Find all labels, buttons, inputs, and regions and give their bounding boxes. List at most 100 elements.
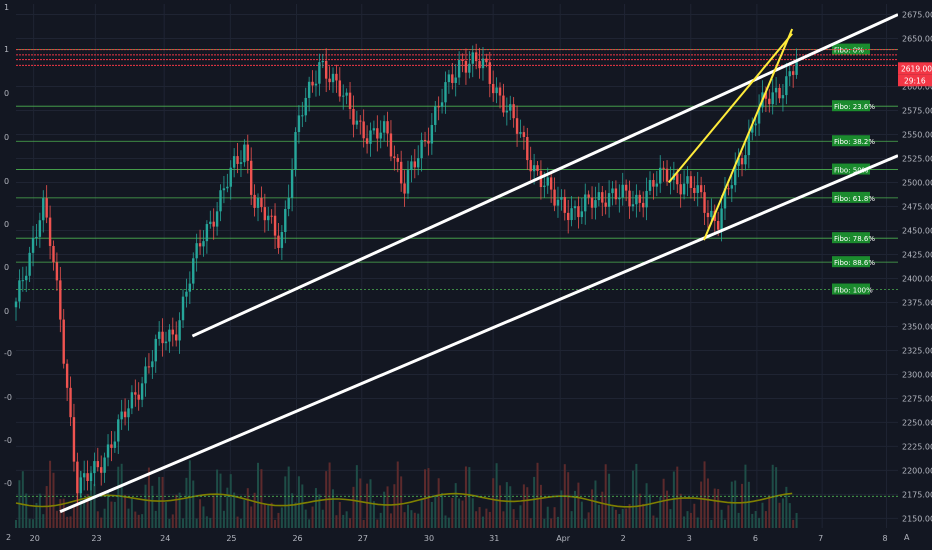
volume-bar: [178, 492, 181, 528]
volume-bar: [274, 519, 277, 528]
candle-body: [570, 208, 573, 221]
volume-bar: [21, 471, 24, 528]
volume-bar: [93, 483, 96, 528]
volume-bar: [689, 512, 692, 528]
candle-body: [478, 61, 481, 69]
volume-bar: [495, 463, 498, 528]
volume-bar: [580, 501, 583, 528]
fib-level-label: Fibo: 0%: [834, 47, 864, 55]
candle-body: [161, 331, 164, 344]
candle-body: [556, 199, 560, 206]
candle-body: [270, 215, 273, 217]
candle-body: [311, 81, 314, 86]
candle-body: [781, 95, 785, 99]
volume-bar: [35, 502, 38, 528]
left-scale-label: 0: [4, 263, 9, 272]
volume-bar: [25, 493, 28, 528]
volume-bar: [349, 518, 352, 528]
candle-body: [662, 167, 665, 169]
volume-bar: [236, 516, 239, 528]
candle-body: [614, 188, 618, 200]
candle-body: [195, 243, 198, 259]
candle-body: [72, 417, 76, 462]
volume-bar: [795, 512, 798, 528]
volume-bar: [164, 502, 167, 528]
price-axis[interactable]: 2150.00 2175.00 2200.00 2225.00 2250.00 2275.…: [898, 0, 932, 550]
time-tick-label: 26: [292, 534, 302, 543]
candle-body: [243, 144, 246, 163]
candle-body: [372, 128, 376, 131]
volume-bar: [509, 486, 512, 528]
candle-body: [42, 198, 45, 221]
volume-bar: [471, 498, 474, 528]
candle-body: [788, 71, 791, 77]
volume-bar: [137, 514, 140, 528]
price-tick-label: 2650.00: [902, 35, 932, 44]
time-axis[interactable]: 20 23 24 25 26 27 30 31 Apr 2 3 6 7 8: [0, 528, 932, 550]
volume-bar: [454, 483, 457, 528]
candle-body: [154, 338, 157, 362]
left-scale-label: 1: [4, 3, 9, 12]
candle-body: [117, 419, 120, 442]
volume-bar: [587, 512, 590, 528]
volume-bar: [304, 509, 307, 528]
candle-body: [345, 92, 348, 96]
volume-bar: [662, 478, 665, 528]
candle-body: [35, 236, 38, 239]
volume-bar: [294, 502, 297, 528]
price-tick-label: 2250.00: [902, 418, 932, 427]
volume-bar: [151, 485, 154, 528]
volume-bar: [481, 516, 484, 528]
volume-bar: [260, 469, 263, 528]
candle-body: [304, 97, 307, 116]
price-tick-label: 2200.00: [902, 466, 932, 475]
resistance-zone: [16, 49, 898, 66]
volume-bar: [499, 485, 502, 528]
candle-body: [314, 83, 318, 86]
candle-body: [232, 156, 236, 168]
volume-bar: [86, 493, 89, 528]
candle-body: [106, 444, 110, 458]
volume-bar: [83, 501, 86, 528]
candle-body: [727, 188, 730, 190]
candle-body: [253, 194, 256, 208]
auto-scale-toggle[interactable]: A: [904, 533, 910, 542]
candle-body: [280, 232, 284, 248]
volume-bar: [764, 511, 767, 528]
volume-bar: [246, 488, 249, 528]
candle-body: [689, 176, 693, 188]
fib-level-label: Fibo: 78.6%: [834, 235, 875, 243]
candle-body: [127, 408, 130, 418]
volume-bar: [328, 462, 331, 528]
left-scale-label: -0: [4, 479, 12, 488]
candle-body: [93, 461, 96, 474]
candle-body: [498, 87, 502, 96]
candle-body: [137, 394, 140, 400]
candle-body: [410, 161, 413, 171]
candle-body: [14, 301, 18, 308]
candle-body: [546, 177, 549, 186]
trendlines[interactable]: [59, 13, 899, 514]
candle-body: [768, 98, 771, 105]
candle-body: [522, 132, 526, 137]
volume-bar: [219, 473, 222, 528]
time-tick-label: 3: [687, 534, 692, 543]
volume-bar: [308, 519, 311, 528]
volume-bar: [447, 517, 450, 528]
candle-body: [648, 180, 652, 191]
candle-body: [338, 80, 342, 97]
candle-body: [474, 52, 478, 62]
candle-body: [791, 71, 795, 75]
candle-body: [48, 217, 52, 246]
candle-body: [140, 383, 144, 400]
volume-bar: [700, 481, 703, 528]
candle-body: [427, 140, 430, 144]
volume-bar: [754, 511, 757, 528]
price-tick-label: 2450.00: [902, 226, 932, 235]
candle-body: [423, 139, 427, 141]
volume-bar: [713, 488, 716, 528]
candle-body: [699, 185, 703, 193]
volume-bar: [434, 495, 437, 528]
candle-body: [628, 190, 631, 207]
